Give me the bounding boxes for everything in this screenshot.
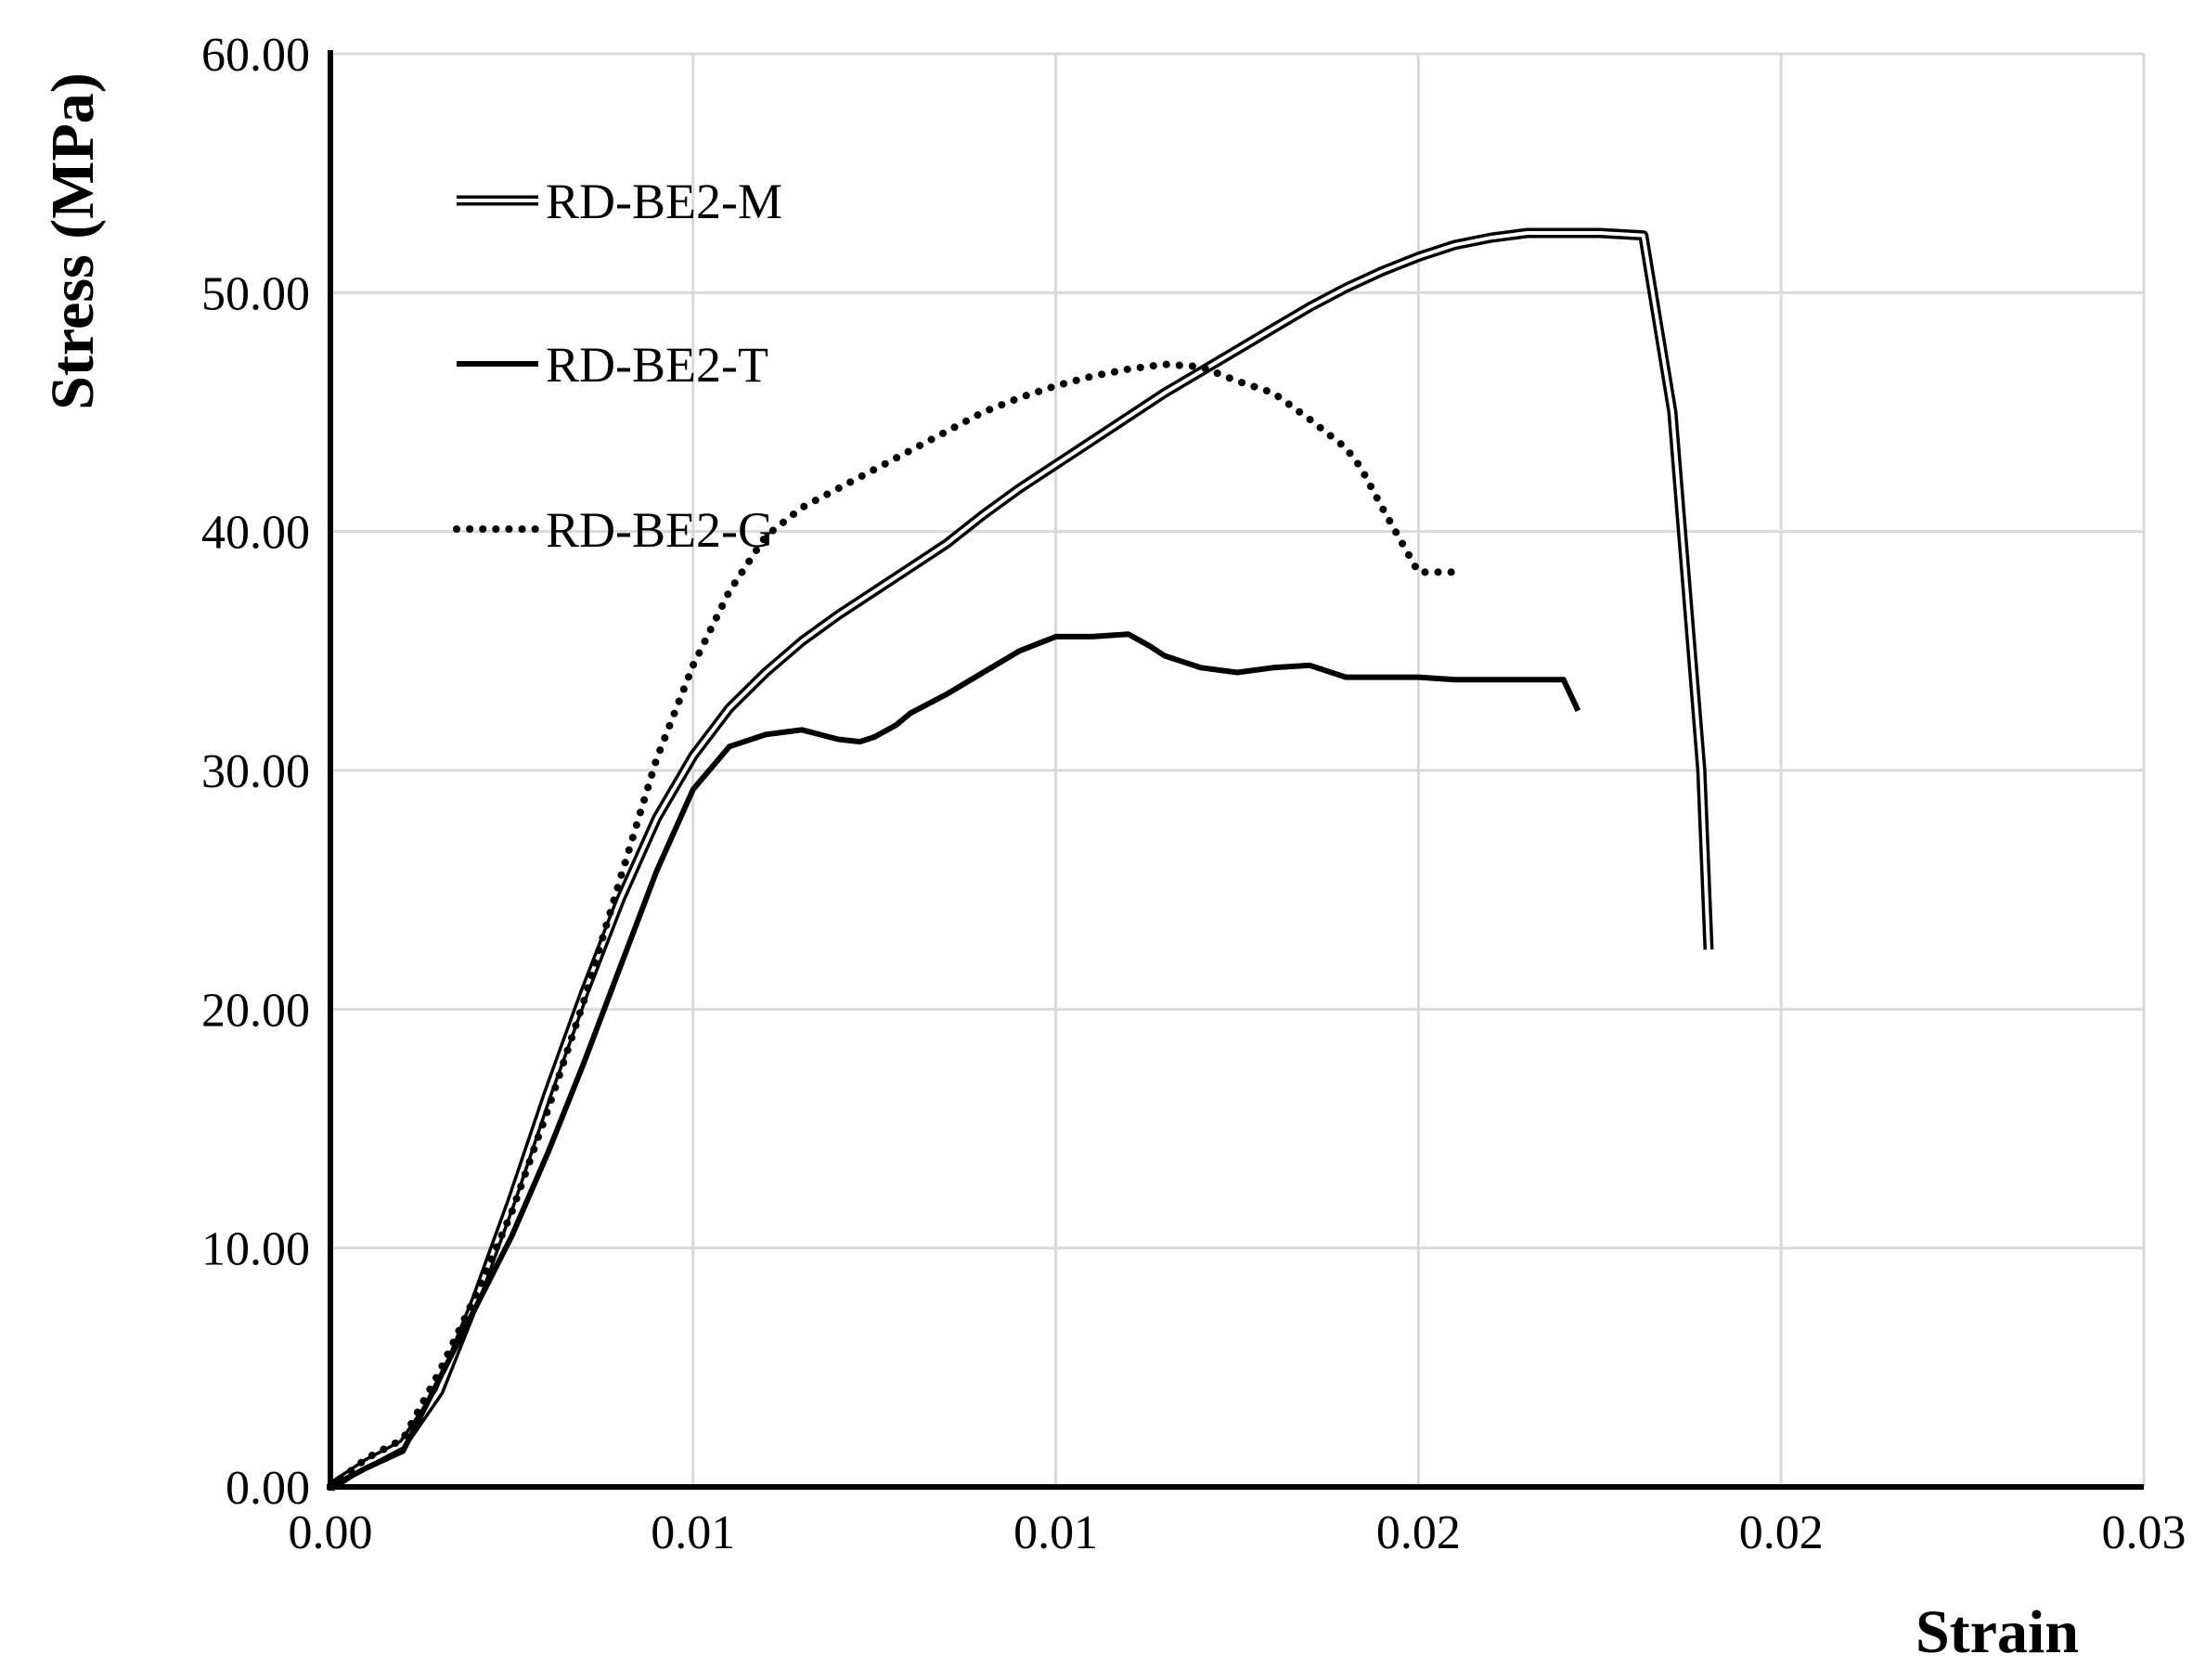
x-tick-label: 0.00 <box>289 1506 373 1559</box>
x-axis-title: Strain <box>1916 1598 2079 1666</box>
y-tick-label: 50.00 <box>201 267 310 320</box>
series-lines <box>327 227 1714 1492</box>
tick-labels: 0.00 10.00 20.00 30.00 40.00 50.00 60.00 0.00 0.… <box>201 29 2187 1559</box>
x-tick-label: 0.01 <box>651 1506 735 1559</box>
x-tick-label: 0.02 <box>1376 1506 1461 1559</box>
x-tick-label: 0.01 <box>1013 1506 1098 1559</box>
series-line-rd-be2-t <box>329 631 1581 1490</box>
y-axis-title: Stress (MPa) <box>39 72 107 410</box>
y-tick-label: 10.00 <box>201 1223 310 1276</box>
legend-item-rd-be2-g: RD-BE2-G <box>453 502 774 558</box>
x-tick-label: 0.02 <box>1739 1506 1824 1559</box>
y-tick-label: 30.00 <box>201 745 310 798</box>
y-tick-label: 60.00 <box>201 29 310 82</box>
y-tick-label: 20.00 <box>201 984 310 1037</box>
gridlines <box>330 52 2146 1487</box>
series-line-rd-be2-g <box>327 360 1459 1491</box>
y-tick-label: 0.00 <box>226 1462 310 1515</box>
series-line-rd-be2-m-inner <box>329 231 1710 1489</box>
legend: RD-BE2-M RD-BE2-T RD-BE2-G <box>453 174 782 558</box>
legend-item-rd-be2-t: RD-BE2-T <box>457 337 768 393</box>
x-tick-label: 0.03 <box>2102 1506 2187 1559</box>
legend-label-rd-be2-t: RD-BE2-T <box>546 337 768 393</box>
y-tick-label: 40.00 <box>201 507 310 560</box>
axes <box>327 50 2144 1491</box>
legend-item-rd-be2-m: RD-BE2-M <box>457 174 782 229</box>
legend-label-rd-be2-m: RD-BE2-M <box>546 174 782 229</box>
legend-label-rd-be2-g: RD-BE2-G <box>546 502 774 558</box>
